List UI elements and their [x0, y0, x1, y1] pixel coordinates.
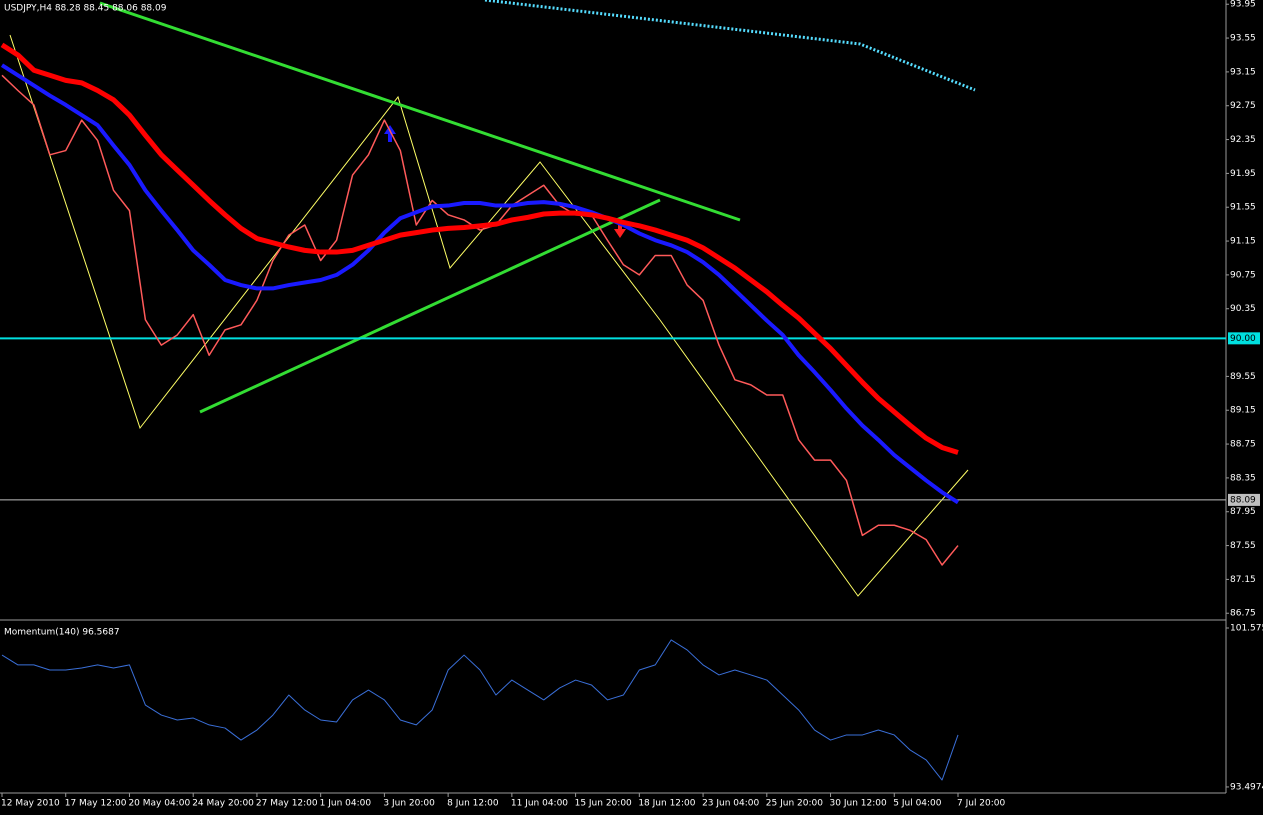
- y-tick-label: 101.575: [1230, 624, 1263, 634]
- chart-title: USDJPY,H4 88.28 88.45 88.06 88.09: [4, 4, 167, 14]
- y-tick-label: 91.55: [1230, 203, 1256, 213]
- y-tick-label: 93.95: [1230, 0, 1256, 10]
- zigzag: [9, 34, 969, 597]
- x-tick-label: 5 Jul 04:00: [893, 799, 942, 809]
- y-tick-label: 87.55: [1230, 541, 1256, 551]
- y-tick-label: 86.75: [1230, 609, 1256, 619]
- x-tick-label: 11 Jun 04:00: [511, 799, 568, 809]
- price-label-box: [1228, 493, 1260, 506]
- y-tick-label: 93.15: [1230, 67, 1256, 77]
- y-tick-label: 87.95: [1230, 507, 1256, 517]
- trend-line: [99, 1, 741, 222]
- y-tick-label: 89.55: [1230, 372, 1256, 382]
- x-tick-label: 23 Jun 04:00: [702, 799, 759, 809]
- trend-line: [199, 198, 661, 414]
- y-tick-label: 92.35: [1230, 135, 1256, 145]
- x-tick-label: 1 Jun 04:00: [320, 799, 372, 809]
- x-tick-label: 20 May 04:00: [128, 799, 190, 809]
- dotted-line: [484, 0, 976, 92]
- y-tick-label: 90.35: [1230, 304, 1256, 314]
- x-tick-label: 24 May 20:00: [192, 799, 254, 809]
- x-tick-label: 17 May 12:00: [65, 799, 127, 809]
- x-tick-label: 8 Jun 12:00: [447, 799, 499, 809]
- x-tick-label: 15 Jun 20:00: [575, 799, 632, 809]
- x-tick-label: 3 Jun 20:00: [383, 799, 435, 809]
- drawings: [9, 0, 976, 597]
- x-tick-label: 12 May 2010: [1, 799, 60, 809]
- series-line: [0, 63, 960, 505]
- y-tick-label: 93.55: [1230, 34, 1256, 44]
- series-line: [1, 639, 959, 781]
- x-tick-label: 25 Jun 20:00: [766, 799, 823, 809]
- down-arrow: [614, 221, 626, 238]
- price-label-box: [1228, 332, 1260, 345]
- y-tick-label: 88.35: [1230, 473, 1256, 483]
- x-tick-label: 30 Jun 12:00: [830, 799, 887, 809]
- y-tick-label: 92.75: [1230, 101, 1256, 111]
- y-tick-label: 88.75: [1230, 440, 1256, 450]
- price-label: 88.09: [1230, 495, 1256, 505]
- y-tick-label: 91.15: [1230, 237, 1256, 247]
- series-line: [1, 74, 959, 566]
- y-tick-label: 93.4974: [1230, 782, 1263, 792]
- y-tick-label: 89.15: [1230, 406, 1256, 416]
- indicator-title: Momentum(140) 96.5687: [4, 628, 120, 638]
- series-line: [0, 42, 959, 455]
- y-tick-label: 87.15: [1230, 575, 1256, 585]
- x-tick-label: 27 May 12:00: [256, 799, 318, 809]
- up-arrow: [384, 125, 396, 142]
- x-tick-label: 18 Jun 12:00: [638, 799, 695, 809]
- price-label: 90.00: [1230, 334, 1256, 344]
- y-tick-label: 90.75: [1230, 270, 1256, 280]
- y-tick-label: 91.95: [1230, 169, 1256, 179]
- x-tick-label: 7 Jul 20:00: [957, 799, 1006, 809]
